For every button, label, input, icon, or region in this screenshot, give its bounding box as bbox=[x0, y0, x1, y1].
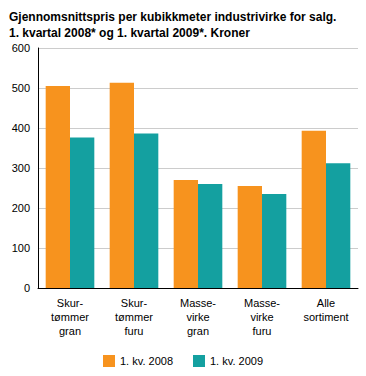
svg-text:gran: gran bbox=[187, 325, 209, 337]
svg-text:1. kv. 2008: 1. kv. 2008 bbox=[120, 355, 173, 367]
svg-text:1. kv. 2009: 1. kv. 2009 bbox=[210, 355, 263, 367]
svg-text:Masse-: Masse- bbox=[244, 297, 280, 309]
svg-text:1. kvartal 2008* og 1. kvartal: 1. kvartal 2008* og 1. kvartal 2009*. Kr… bbox=[9, 26, 250, 40]
svg-text:Masse-: Masse- bbox=[180, 297, 216, 309]
svg-text:furu: furu bbox=[253, 325, 272, 337]
svg-text:600: 600 bbox=[12, 42, 30, 54]
svg-text:tømmer: tømmer bbox=[51, 311, 89, 323]
svg-text:Skur-: Skur- bbox=[57, 297, 84, 309]
svg-text:virke: virke bbox=[250, 311, 273, 323]
svg-text:virke: virke bbox=[186, 311, 209, 323]
svg-text:furu: furu bbox=[125, 325, 144, 337]
svg-text:Skur-: Skur- bbox=[121, 297, 148, 309]
svg-text:tømmer: tømmer bbox=[115, 311, 153, 323]
svg-text:sortiment: sortiment bbox=[303, 311, 348, 323]
svg-text:gran: gran bbox=[59, 325, 81, 337]
svg-text:Alle: Alle bbox=[317, 297, 335, 309]
svg-text:300: 300 bbox=[12, 162, 30, 174]
svg-text:200: 200 bbox=[12, 202, 30, 214]
svg-text:Gjennomsnittspris per kubikkme: Gjennomsnittspris per kubikkmeter indust… bbox=[9, 10, 336, 24]
svg-text:500: 500 bbox=[12, 82, 30, 94]
svg-text:100: 100 bbox=[12, 242, 30, 254]
svg-text:400: 400 bbox=[12, 122, 30, 134]
svg-text:0: 0 bbox=[24, 282, 30, 294]
